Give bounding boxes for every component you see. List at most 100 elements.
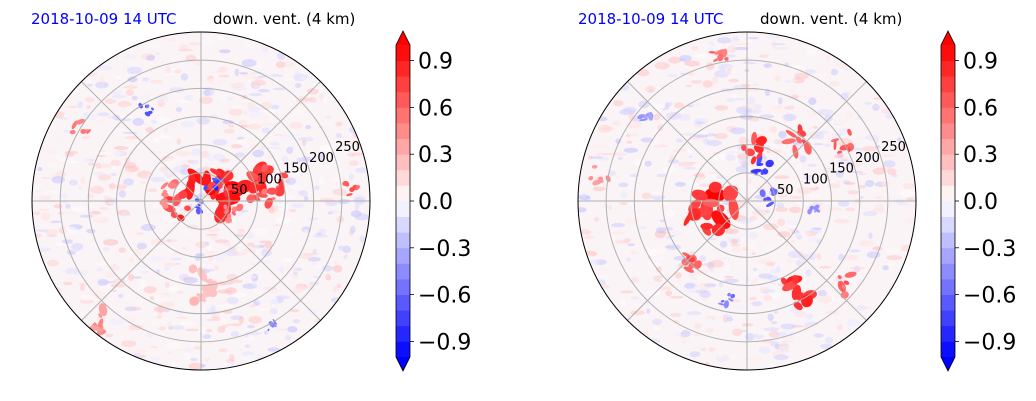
field-speckle bbox=[243, 109, 248, 115]
field-feature bbox=[97, 318, 104, 330]
field-speckle bbox=[656, 62, 665, 69]
field-speckle bbox=[769, 106, 784, 114]
field-speckle bbox=[314, 185, 320, 190]
field-speckle bbox=[732, 328, 742, 337]
field-speckle bbox=[176, 138, 181, 145]
angular-grid-line bbox=[200, 200, 321, 321]
field-speckle bbox=[217, 325, 226, 333]
field-speckle bbox=[683, 289, 696, 294]
field-speckle bbox=[64, 152, 74, 157]
field-speckle bbox=[131, 95, 138, 101]
field-speckle bbox=[777, 218, 786, 227]
field-speckle bbox=[250, 71, 266, 74]
field-feature bbox=[203, 170, 212, 187]
field-speckle bbox=[289, 308, 300, 313]
field-speckle bbox=[83, 113, 98, 121]
field-speckle bbox=[167, 321, 173, 328]
field-speckle bbox=[669, 312, 682, 318]
field-feature bbox=[231, 211, 236, 216]
field-speckle bbox=[128, 83, 136, 90]
field-speckle bbox=[723, 275, 734, 279]
field-speckle bbox=[80, 284, 85, 291]
field-speckle bbox=[122, 211, 129, 217]
field-speckle bbox=[150, 345, 158, 349]
colorbar-level bbox=[941, 169, 955, 186]
field-speckle bbox=[77, 101, 83, 109]
field-speckle bbox=[769, 149, 783, 154]
field-feature bbox=[647, 112, 653, 121]
field-speckle bbox=[41, 212, 51, 221]
field-feature bbox=[750, 156, 757, 165]
field-feature bbox=[762, 169, 769, 175]
polar-outline bbox=[31, 31, 371, 371]
field-speckle bbox=[774, 175, 790, 180]
field-speckle bbox=[332, 264, 343, 273]
field-feature bbox=[272, 318, 277, 325]
field-speckle bbox=[759, 286, 770, 292]
field-speckle bbox=[249, 304, 256, 308]
field-speckle bbox=[72, 270, 89, 275]
field-speckle bbox=[180, 168, 189, 175]
field-feature bbox=[184, 205, 191, 211]
field-speckle bbox=[87, 162, 95, 166]
field-speckle bbox=[264, 242, 273, 249]
field-feature bbox=[98, 303, 108, 317]
field-speckle bbox=[592, 144, 608, 148]
field-speckle bbox=[96, 316, 106, 321]
field-feature bbox=[597, 179, 604, 184]
field-speckle bbox=[869, 154, 875, 161]
field-speckle bbox=[256, 299, 267, 303]
field-speckle bbox=[166, 239, 172, 242]
field-speckle bbox=[747, 37, 759, 40]
field-speckle bbox=[731, 246, 743, 253]
field-feature bbox=[727, 292, 731, 297]
field-speckle bbox=[285, 177, 297, 185]
field-speckle bbox=[222, 119, 234, 125]
field-speckle bbox=[699, 255, 706, 262]
field-speckle bbox=[179, 44, 188, 52]
field-speckle bbox=[582, 192, 587, 199]
field-speckle bbox=[241, 100, 252, 103]
title-date-left: 2018-10-09 14 UTC bbox=[31, 10, 177, 28]
field-speckle bbox=[706, 327, 715, 333]
field-speckle bbox=[675, 351, 690, 354]
field-speckle bbox=[238, 138, 247, 146]
field-speckle bbox=[169, 87, 185, 93]
field-speckle bbox=[733, 46, 749, 51]
field-speckle bbox=[258, 240, 273, 244]
field-speckle bbox=[292, 109, 303, 116]
field-speckle bbox=[277, 328, 291, 331]
radial-tick-label: 250 bbox=[881, 140, 906, 155]
field-speckle bbox=[684, 282, 695, 289]
field-speckle bbox=[768, 180, 777, 185]
field-feature bbox=[837, 275, 842, 280]
field-speckle bbox=[133, 348, 147, 355]
field-speckle bbox=[806, 48, 817, 57]
field-speckle bbox=[163, 171, 177, 179]
field-speckle bbox=[354, 213, 370, 221]
field-speckle bbox=[863, 299, 869, 305]
field-feature bbox=[722, 48, 728, 58]
field-speckle bbox=[864, 180, 875, 187]
field-speckle bbox=[693, 173, 705, 178]
colorbar-level bbox=[396, 169, 410, 186]
field-speckle bbox=[314, 261, 322, 269]
field-speckle bbox=[104, 98, 117, 104]
field-speckle bbox=[92, 176, 100, 182]
field-feature bbox=[841, 284, 846, 290]
field-feature bbox=[847, 128, 852, 136]
field-speckle bbox=[667, 101, 673, 107]
field-speckle bbox=[753, 277, 758, 283]
colorbar-level bbox=[941, 60, 955, 77]
field-speckle bbox=[620, 290, 634, 294]
field-speckle bbox=[168, 286, 181, 293]
field-speckle bbox=[252, 149, 265, 158]
field-speckle bbox=[102, 247, 110, 252]
field-speckle bbox=[108, 183, 117, 190]
colorbar-extend-max bbox=[941, 31, 955, 45]
field-speckle bbox=[652, 247, 666, 254]
field-speckle bbox=[117, 100, 132, 108]
field-speckle bbox=[217, 35, 227, 41]
field-speckle bbox=[810, 181, 817, 189]
colorbar-level bbox=[941, 185, 955, 202]
